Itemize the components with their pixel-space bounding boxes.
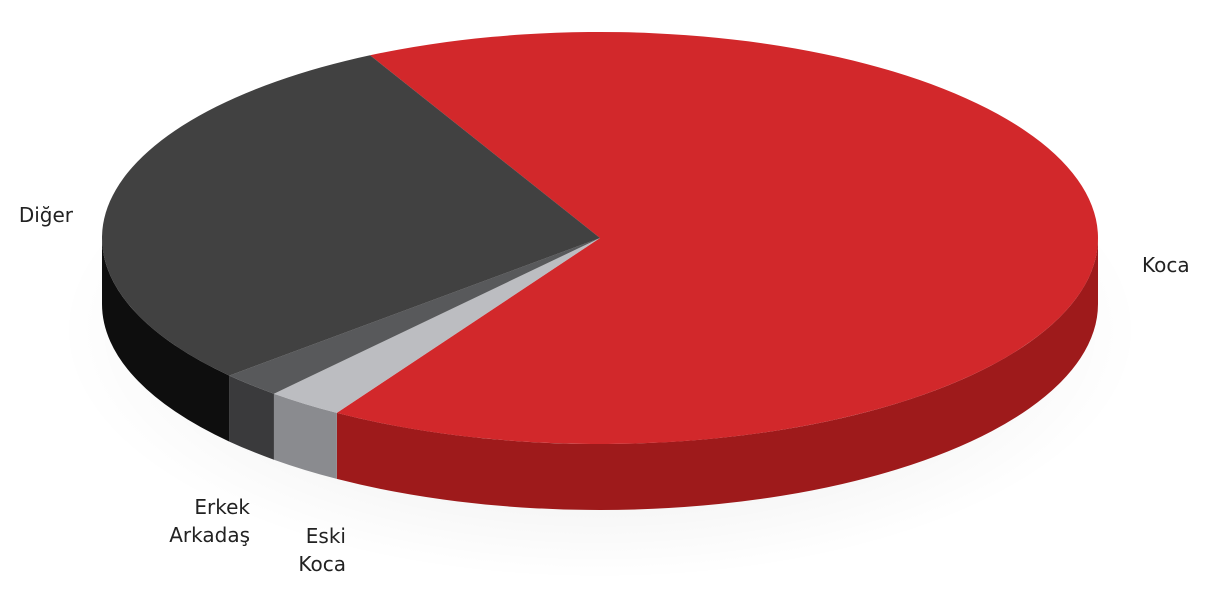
pie-slice — [336, 31, 1099, 445]
pie-tops — [102, 31, 1099, 445]
pie-slice — [273, 238, 600, 413]
pie-slice-label: Diğer — [19, 203, 74, 227]
pie-slice-side — [229, 375, 274, 460]
pie-slice-side — [336, 238, 1098, 510]
pie-sides — [101, 238, 1098, 510]
pie-slice-label: Eski Koca — [298, 524, 346, 576]
pie-slice-label: Koca — [1142, 253, 1190, 277]
pie-labels: Koca Eski Koca Erkek Arkadaş Diğer — [19, 203, 1190, 576]
pie-slice-label: Erkek Arkadaş — [169, 495, 250, 547]
pie-slice-side — [273, 393, 337, 479]
pie-slice — [102, 55, 601, 376]
pie-slice-side — [101, 238, 230, 442]
pie-slice — [229, 238, 600, 394]
